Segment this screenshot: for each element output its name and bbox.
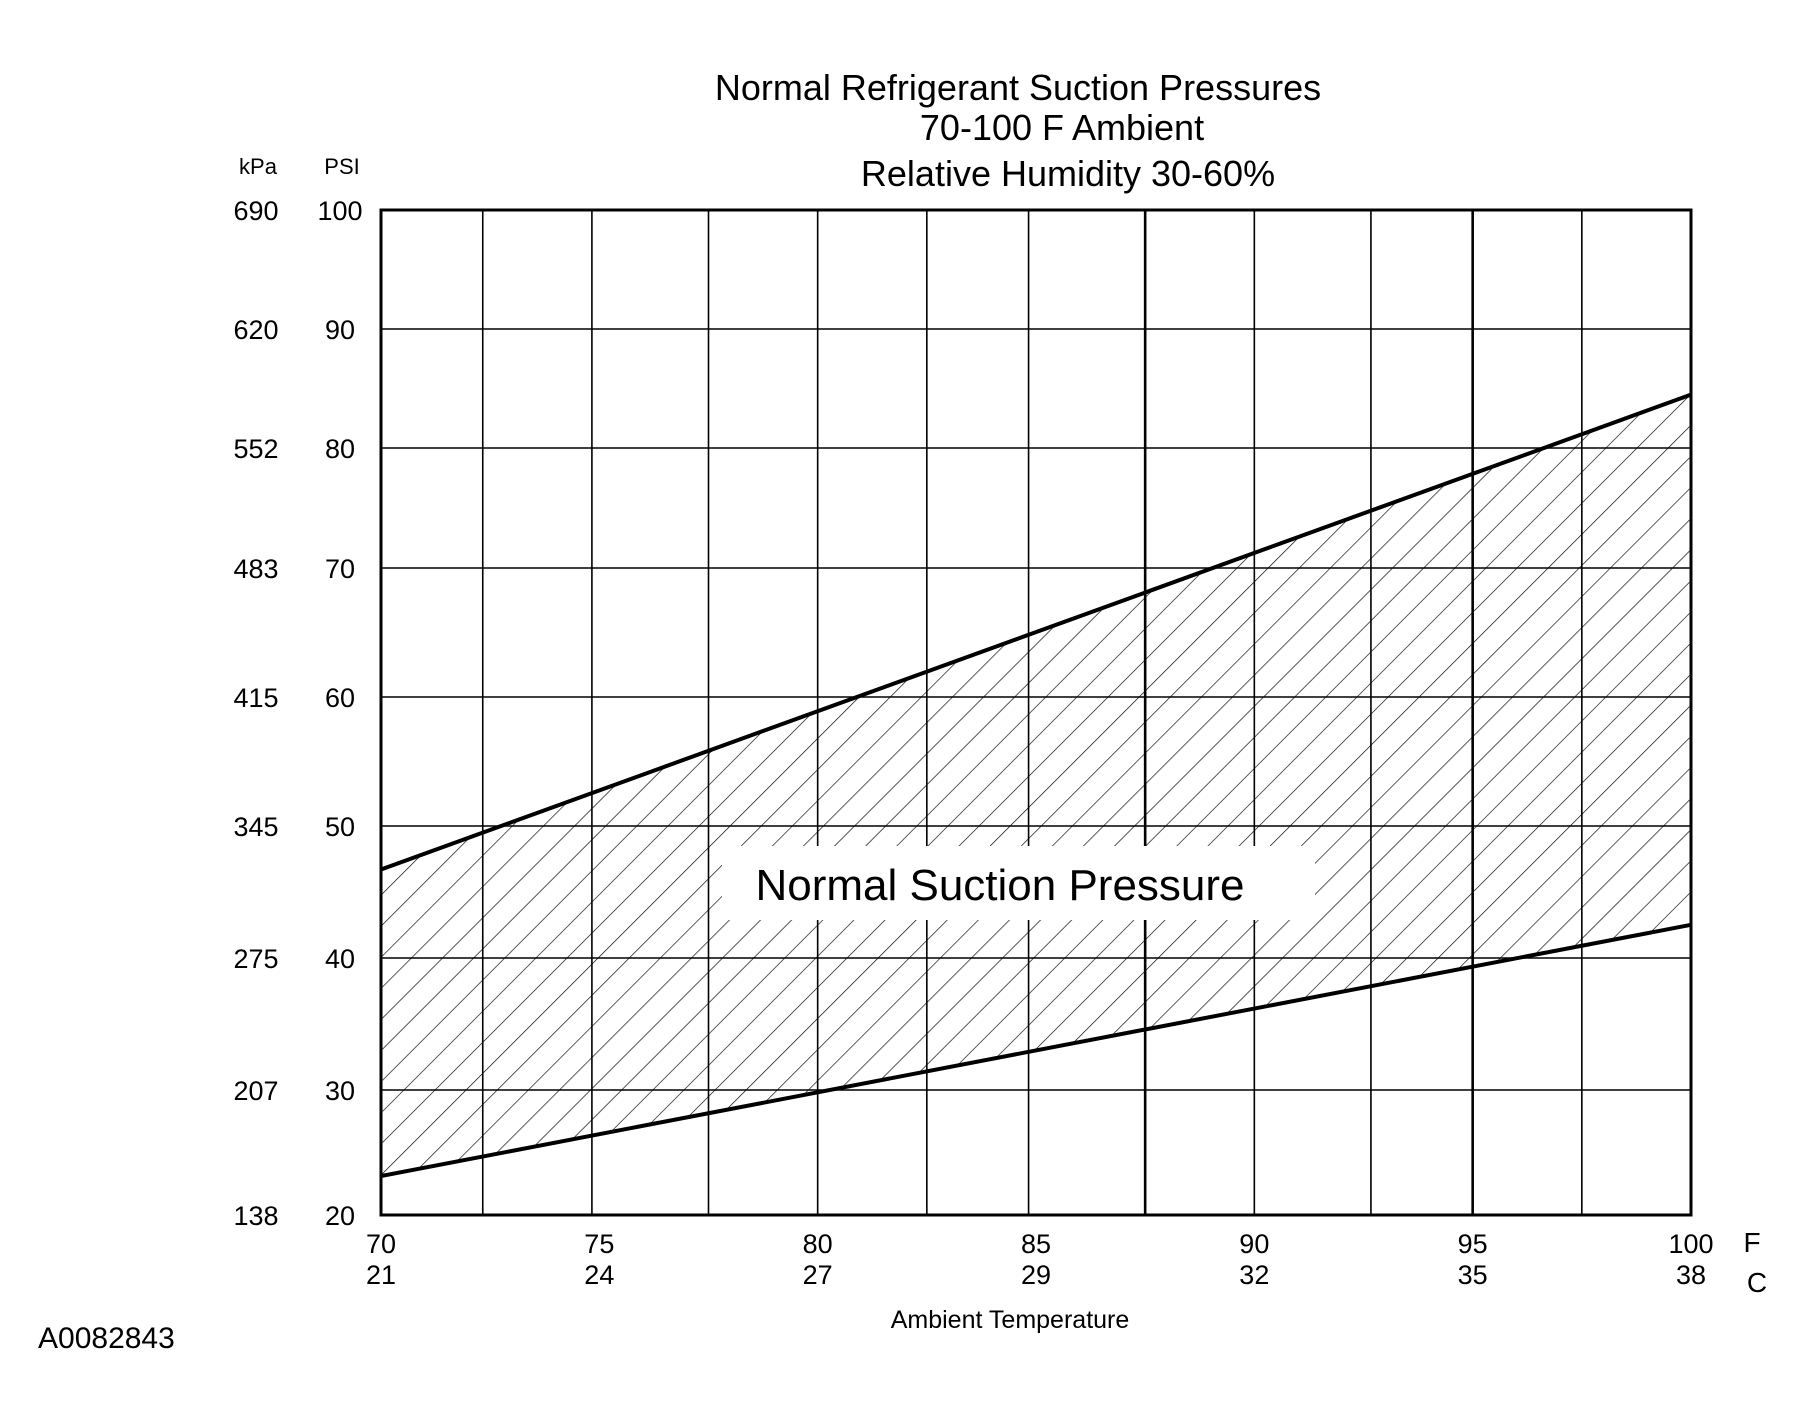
- y-tick-label-psi: 80: [325, 434, 355, 464]
- plot-frame: [379, 208, 1693, 1217]
- y-tick-label-psi: 100: [317, 196, 362, 226]
- x-tick-label-c: 38: [1676, 1260, 1706, 1290]
- x-tick-label-f: 100: [1668, 1229, 1713, 1259]
- y-tick-label-kpa: 345: [233, 812, 278, 842]
- y-tick-label-kpa: 415: [233, 683, 278, 713]
- x-tick-label-f: 70: [366, 1229, 396, 1259]
- x-tick-label-c: 24: [584, 1260, 614, 1290]
- figure-id: A0082843: [38, 1322, 175, 1355]
- y-tick-label-kpa: 275: [233, 944, 278, 974]
- y-tick-label-psi: 90: [325, 315, 355, 345]
- region-label-background: [722, 846, 1315, 920]
- chart-title-line-1: Normal Refrigerant Suction Pressures: [715, 67, 1321, 108]
- y-tick-label-kpa: 138: [233, 1201, 278, 1231]
- x-tick-label-c: 35: [1458, 1260, 1488, 1290]
- x-unit-f-label: F: [1743, 1227, 1760, 1258]
- x-tick-label-c: 32: [1239, 1260, 1269, 1290]
- x-tick-label-f: 95: [1458, 1229, 1488, 1259]
- y-tick-label-psi: 30: [325, 1076, 355, 1106]
- chart-title-line-2: 70-100 F Ambient: [920, 107, 1204, 148]
- chart-title-line-3: Relative Humidity 30-60%: [861, 153, 1275, 194]
- x-tick-label-f: 85: [1021, 1229, 1051, 1259]
- y-tick-label-kpa: 483: [233, 554, 278, 584]
- y-unit-kpa-label: kPa: [239, 154, 278, 179]
- upper-limit-line: [380, 392, 1692, 872]
- x-tick-label-c: 27: [803, 1260, 833, 1290]
- x-tick-label-f: 75: [584, 1229, 614, 1259]
- x-tick-label-c: 29: [1021, 1260, 1051, 1290]
- y-tick-label-kpa: 620: [233, 315, 278, 345]
- y-tick-label-kpa: 690: [233, 196, 278, 226]
- region-label-text: Normal Suction Pressure: [755, 861, 1244, 910]
- x-tick-label-c: 21: [366, 1260, 396, 1290]
- y-unit-psi-label: PSI: [324, 154, 359, 179]
- x-tick-label-f: 80: [803, 1229, 833, 1259]
- y-tick-label-psi: 20: [325, 1201, 355, 1231]
- y-tick-label-kpa: 552: [233, 434, 278, 464]
- x-axis-label: Ambient Temperature: [891, 1306, 1130, 1334]
- y-tick-label-psi: 40: [325, 944, 355, 974]
- chart-title: Normal Refrigerant Suction Pressures 70-…: [715, 67, 1321, 194]
- normal-pressure-region: [381, 394, 1691, 1177]
- y-tick-label-psi: 70: [325, 554, 355, 584]
- lower-limit-line: [380, 922, 1692, 1179]
- y-tick-label-psi: 50: [325, 812, 355, 842]
- x-unit-c-label: C: [1747, 1267, 1767, 1298]
- x-tick-label-f: 90: [1239, 1229, 1269, 1259]
- region-label: Normal Suction Pressure: [722, 846, 1315, 920]
- y-tick-label-psi: 60: [325, 683, 355, 713]
- y-tick-label-kpa: 207: [233, 1076, 278, 1106]
